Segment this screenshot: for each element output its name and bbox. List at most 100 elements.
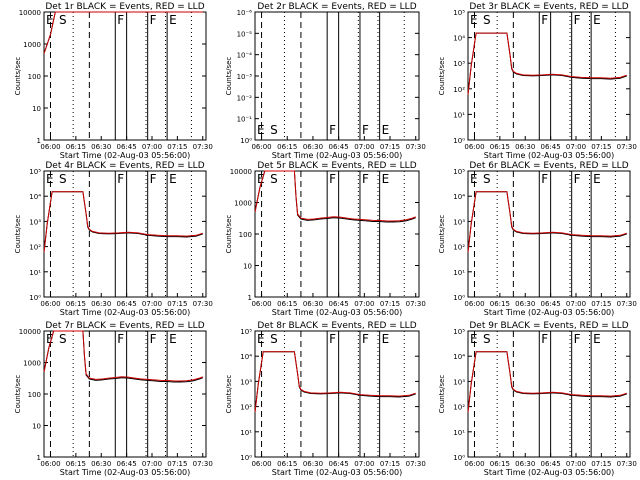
- y-axis-label: Counts/sec: [225, 375, 233, 414]
- y-tick-label: 10: [32, 423, 41, 431]
- x-tick-label: 06:15: [66, 143, 86, 151]
- x-tick-label: 06:00: [464, 143, 484, 151]
- x-tick-label: 07:00: [566, 300, 586, 308]
- event-marker: S: [59, 13, 67, 27]
- y-axis-label: Counts/sec: [225, 215, 233, 254]
- event-marker: F: [329, 332, 336, 346]
- y-tick-label: 10: [32, 105, 41, 113]
- y-axis-label: Counts/sec: [14, 215, 22, 254]
- x-tick-label: 06:15: [277, 460, 297, 468]
- y-tick-label: 10⁵: [29, 168, 41, 176]
- y-tick-label: 1000: [23, 41, 41, 49]
- y-tick-label: 10⁻⁵: [237, 30, 253, 38]
- y-tick-label: 10⁰: [453, 294, 465, 302]
- event-marker: F: [362, 172, 369, 186]
- y-tick-label: 10000: [19, 328, 41, 336]
- x-axis-label: Start Time (02-Aug-03 05:56:00): [60, 308, 191, 317]
- x-tick-label: 07:30: [617, 300, 637, 308]
- event-marker: F: [117, 172, 124, 186]
- y-tick-label: 1000: [234, 200, 252, 208]
- y-tick-label: 10³: [453, 218, 465, 226]
- event-marker: E: [593, 172, 601, 186]
- event-marker: E: [257, 332, 265, 346]
- x-tick-label: 06:00: [40, 300, 60, 308]
- x-tick-label: 07:15: [591, 143, 611, 151]
- y-tick-label: 10¹: [240, 429, 252, 437]
- x-tick-label: 06:00: [464, 460, 484, 468]
- event-marker: E: [593, 332, 601, 346]
- x-tick-label: 07:30: [406, 300, 426, 308]
- event-marker: E: [470, 172, 478, 186]
- x-tick-label: 06:00: [464, 300, 484, 308]
- x-tick-label: 06:00: [40, 460, 60, 468]
- x-tick-label: 07:30: [617, 143, 637, 151]
- y-tick-label: 10000: [19, 9, 41, 17]
- y-tick-label: 10³: [240, 378, 252, 386]
- x-tick-label: 07:15: [167, 460, 187, 468]
- y-tick-label: 10000: [230, 168, 252, 176]
- x-tick-label: 06:45: [329, 143, 349, 151]
- x-tick-label: 06:15: [490, 300, 510, 308]
- x-tick-label: 06:30: [515, 143, 535, 151]
- y-tick-label: 10⁻¹: [237, 116, 253, 124]
- event-marker: F: [574, 332, 581, 346]
- y-tick-label: 10¹: [453, 429, 465, 437]
- x-tick-label: 07:15: [167, 143, 187, 151]
- x-tick-label: 07:30: [406, 460, 426, 468]
- panel-title: Det 1r BLACK = Events, RED = LLD: [45, 2, 204, 12]
- plot-frame: [43, 11, 207, 141]
- y-tick-label: 1: [37, 454, 41, 462]
- x-tick-label: 06:45: [117, 143, 137, 151]
- series-events: [254, 351, 416, 413]
- y-tick-label: 10⁴: [453, 35, 465, 43]
- x-tick-label: 07:30: [617, 460, 637, 468]
- y-tick-label: 10⁻³: [237, 73, 253, 81]
- event-marker: E: [382, 123, 390, 137]
- x-tick-label: 06:30: [303, 300, 323, 308]
- y-tick-label: 10⁻⁶: [237, 9, 253, 17]
- x-tick-label: 07:00: [566, 143, 586, 151]
- event-marker: E: [257, 172, 265, 186]
- x-tick-label: 06:30: [91, 143, 111, 151]
- x-tick-label: 06:30: [91, 460, 111, 468]
- x-tick-label: 07:00: [354, 300, 374, 308]
- y-tick-label: 1: [37, 137, 41, 145]
- x-tick-label: 06:00: [251, 300, 271, 308]
- y-tick-label: 1: [248, 294, 252, 302]
- y-axis-label: Counts/sec: [14, 375, 22, 414]
- y-axis-label: Counts/sec: [438, 57, 446, 96]
- event-marker: F: [541, 13, 548, 27]
- x-tick-label: 07:30: [193, 460, 213, 468]
- x-axis-label: Start Time (02-Aug-03 05:56:00): [272, 308, 403, 317]
- y-tick-label: 10²: [453, 244, 465, 252]
- x-axis-label: Start Time (02-Aug-03 05:56:00): [272, 468, 403, 477]
- event-marker: F: [150, 13, 157, 27]
- event-marker: E: [470, 13, 478, 27]
- y-tick-label: 10⁵: [240, 328, 252, 336]
- plot-frame: [467, 330, 631, 458]
- event-marker: E: [46, 13, 54, 27]
- y-axis-label: Counts/sec: [438, 215, 446, 254]
- series-lld: [467, 191, 627, 253]
- panel-title: Det 9r BLACK = Events, RED = LLD: [469, 321, 628, 331]
- x-tick-label: 06:15: [66, 300, 86, 308]
- y-tick-label: 10¹: [29, 269, 41, 277]
- x-tick-label: 06:45: [117, 460, 137, 468]
- event-marker: S: [483, 172, 491, 186]
- x-tick-label: 06:45: [117, 300, 137, 308]
- x-tick-label: 06:30: [303, 143, 323, 151]
- y-tick-label: 10¹: [453, 269, 465, 277]
- x-tick-label: 06:45: [329, 460, 349, 468]
- y-tick-label: 10²: [453, 404, 465, 412]
- x-tick-label: 06:15: [277, 143, 297, 151]
- series-lld: [43, 191, 203, 253]
- panel-title: Det 6r BLACK = Events, RED = LLD: [469, 161, 628, 171]
- panel-title: Det 8r BLACK = Events, RED = LLD: [257, 321, 416, 331]
- x-axis-label: Start Time (02-Aug-03 05:56:00): [484, 151, 615, 160]
- y-tick-label: 10¹: [453, 111, 465, 119]
- panel-title: Det 3r BLACK = Events, RED = LLD: [469, 2, 628, 12]
- event-marker: E: [46, 332, 54, 346]
